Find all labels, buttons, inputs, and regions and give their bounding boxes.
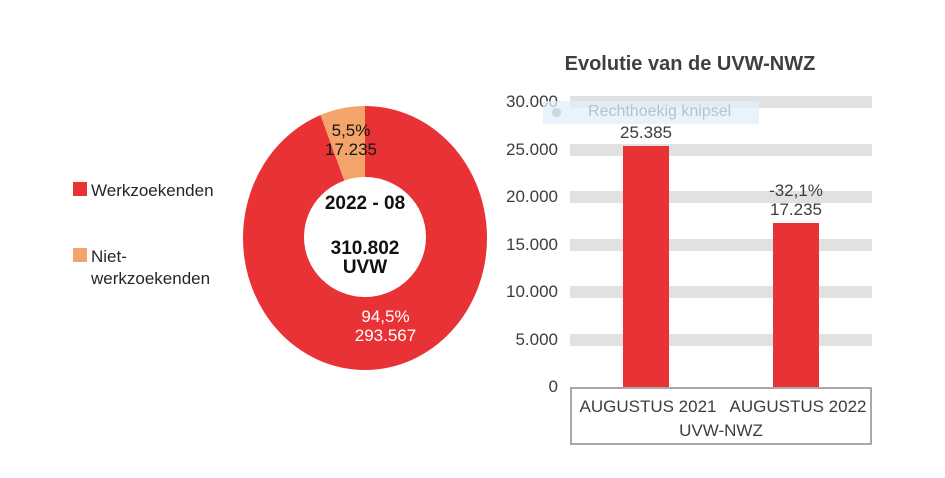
bar-augustus-2022 — [773, 223, 819, 387]
snip-tool-overlay: Rechthoekig knipsel — [543, 101, 759, 124]
donut-center-total: 310.802 — [330, 238, 400, 259]
x-axis-category-label: AUGUSTUS 2022 — [729, 397, 867, 416]
gridline-band — [570, 191, 872, 203]
donut-slice-label-niet-werkzoekenden: 5,5% 17.235 — [306, 121, 396, 159]
bar-augustus-2021 — [623, 145, 669, 387]
gridline-band — [570, 286, 872, 298]
snip-bullet-icon — [552, 108, 561, 117]
gridline-band — [570, 238, 872, 251]
y-axis-tick-label: 15.000 — [506, 234, 558, 254]
slice-value: 293.567 — [354, 326, 417, 345]
slice-value: 17.235 — [325, 140, 377, 159]
legend-label-line: werkzoekenden — [91, 269, 211, 288]
bar-value-label: 25.385 — [620, 123, 672, 142]
bar-value-label: -32,1% 17.235 — [769, 181, 823, 219]
y-axis-tick-label: 0 — [548, 377, 558, 396]
gridline-band — [570, 333, 872, 346]
legend-swatch-niet-werkzoekenden — [73, 248, 87, 262]
bar-value-line: 25.385 — [620, 122, 672, 142]
donut-center-unit: UVW — [342, 257, 388, 278]
legend-label-line: Niet- — [91, 247, 127, 266]
x-axis-box: UVW-NWZ AUGUSTUS 2021 AUGUSTUS 2022 — [570, 387, 872, 445]
y-axis-tick-label: 25.000 — [506, 139, 558, 159]
bar-chart-title: Evolutie van de UVW-NWZ — [564, 53, 816, 75]
legend-item-werkzoekenden: Werkzoekenden — [73, 180, 214, 202]
donut-center-period: 2022 - 08 — [324, 193, 406, 214]
slice-pct: 94,5% — [361, 307, 410, 326]
y-axis-tick-label: 10.000 — [506, 282, 558, 301]
legend-swatch-werkzoekenden — [73, 182, 87, 196]
y-axis-tick-label: 20.000 — [506, 187, 558, 206]
bar-value-line: -32,1% — [769, 181, 823, 201]
donut-hole — [304, 177, 426, 297]
snip-tool-label: Rechthoekig knipsel — [588, 103, 732, 120]
donut-slice-label-werkzoekenden: 94,5% 293.567 — [338, 307, 433, 345]
legend-label-werkzoekenden: Werkzoekenden — [91, 180, 214, 202]
legend-label-line: Werkzoekenden — [91, 181, 214, 200]
x-axis-group-label: UVW-NWZ — [679, 421, 763, 440]
bar-value-line: 17.235 — [770, 200, 822, 220]
legend-item-niet-werkzoekenden: Niet- werkzoekenden — [73, 246, 210, 290]
gridline-band — [570, 143, 872, 156]
slice-pct: 5,5% — [331, 121, 371, 140]
legend-label-niet-werkzoekenden: Niet- werkzoekenden — [91, 246, 210, 290]
x-axis-category-label: AUGUSTUS 2021 — [579, 397, 717, 416]
y-axis-tick-label: 5.000 — [515, 329, 558, 349]
